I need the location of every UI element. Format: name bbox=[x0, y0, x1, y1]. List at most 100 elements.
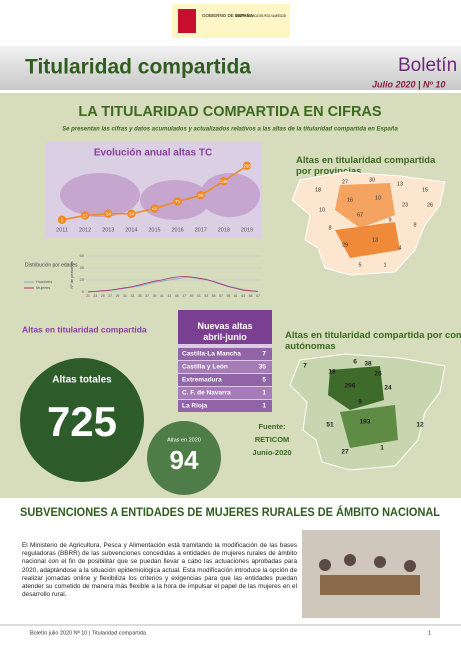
photo-table bbox=[320, 575, 420, 595]
province-value: 30 bbox=[369, 177, 375, 183]
x-tick-label: 47 bbox=[182, 294, 186, 298]
community-value: 51 bbox=[326, 422, 334, 429]
community-value: 9 bbox=[358, 399, 362, 406]
row-name: La Rioja bbox=[182, 403, 208, 410]
community-value: 18 bbox=[328, 369, 336, 376]
issue: Julio 2020 | Nº 10 bbox=[372, 79, 445, 89]
x-tick-label: 53 bbox=[204, 294, 208, 298]
row-value: 7 bbox=[262, 351, 266, 358]
age-ylabel: Nº de personas bbox=[69, 261, 74, 288]
y-tick-label: 40 bbox=[80, 265, 85, 270]
row-name: Castilla-La Mancha bbox=[182, 351, 241, 358]
x-tick-label: 67 bbox=[256, 294, 260, 298]
x-tick-label: 25 bbox=[101, 294, 105, 298]
x-tick-label: 35 bbox=[138, 294, 142, 298]
x-tick-label: 45 bbox=[175, 294, 179, 298]
x-label: 2017 bbox=[195, 227, 207, 233]
province-value: 13 bbox=[397, 181, 403, 187]
prov-region bbox=[335, 183, 395, 228]
x-tick-label: 51 bbox=[197, 294, 201, 298]
x-label: 2019 bbox=[241, 227, 253, 233]
province-value: 18 bbox=[315, 187, 321, 193]
x-label: 2014 bbox=[125, 227, 137, 233]
community-value: 296 bbox=[345, 383, 356, 390]
row-name: Extremadura bbox=[182, 377, 222, 384]
province-value: 9 bbox=[388, 217, 391, 223]
point-label: 95 bbox=[198, 193, 204, 198]
x-tick-label: 39 bbox=[153, 294, 157, 298]
title: Titularidad compartida bbox=[25, 56, 251, 79]
ministry: MINISTERIO DE AGRICULTURA, PESCA Y ALIME… bbox=[236, 13, 286, 18]
x-tick-label: 65 bbox=[249, 294, 253, 298]
source-name: RETICOM bbox=[255, 435, 290, 444]
point bbox=[104, 209, 113, 218]
point-label: 149 bbox=[220, 179, 228, 184]
point-label: 208 bbox=[243, 163, 251, 168]
total-label: Altas totales bbox=[52, 375, 112, 386]
x-tick-label: 43 bbox=[167, 294, 171, 298]
ca-title: Altas en titularidad compartida por comu… bbox=[285, 330, 461, 352]
community-value: 27 bbox=[341, 449, 349, 456]
point bbox=[173, 197, 182, 206]
photo-people bbox=[319, 554, 416, 572]
line bbox=[87, 275, 259, 293]
point bbox=[196, 191, 205, 200]
community-value: 12 bbox=[416, 422, 424, 429]
community-value: 25 bbox=[374, 371, 382, 378]
x-tick-label: 31 bbox=[123, 294, 127, 298]
province-value: 8 bbox=[413, 222, 416, 228]
province-value: 8 bbox=[328, 225, 331, 231]
section-subtitle: Se presentan las cifras y datos acumulad… bbox=[62, 127, 398, 133]
row-bg bbox=[178, 348, 272, 360]
year-total: 94 bbox=[170, 445, 199, 475]
province-value: 1 bbox=[383, 262, 386, 268]
point bbox=[150, 204, 159, 213]
x-tick-label: 49 bbox=[190, 294, 194, 298]
logo-crest bbox=[178, 9, 196, 33]
x-tick-label: 63 bbox=[241, 294, 245, 298]
point-label: 24 bbox=[106, 211, 112, 216]
province-value: 23 bbox=[402, 202, 408, 208]
x-label: 2018 bbox=[218, 227, 230, 233]
point bbox=[57, 215, 67, 224]
x-tick-label: 27 bbox=[108, 294, 112, 298]
x-tick-label: 23 bbox=[94, 294, 98, 298]
province-value: 5 bbox=[358, 262, 361, 268]
total: 725 bbox=[47, 398, 117, 445]
point bbox=[242, 161, 252, 170]
age-title: Distribución por edades bbox=[25, 262, 78, 268]
row-bg bbox=[178, 387, 272, 399]
y-tick-label: 60 bbox=[80, 253, 85, 258]
article-body: El Ministerio de Agricultura, Pesca y Al… bbox=[22, 542, 297, 599]
province-value: 4 bbox=[398, 245, 401, 251]
x-label: 2013 bbox=[102, 227, 114, 233]
new-title: Nuevas altas abril-junio bbox=[197, 321, 252, 342]
community-value: 38 bbox=[364, 361, 372, 368]
x-tick-label: 61 bbox=[234, 294, 238, 298]
x-tick-label: 29 bbox=[116, 294, 120, 298]
x-tick-label: 21 bbox=[86, 294, 90, 298]
province-value: 27 bbox=[342, 179, 348, 185]
prov-title: Altas en titularidad compartida por provi… bbox=[296, 155, 436, 177]
row-value: 1 bbox=[262, 403, 266, 410]
point-label: 71 bbox=[175, 199, 181, 204]
row-value: 1 bbox=[262, 390, 266, 397]
year-circle bbox=[147, 421, 221, 495]
x-tick-label: 41 bbox=[160, 294, 164, 298]
footer-text: Boletín julio 2020 Nº 10 | Titularidad c… bbox=[30, 629, 147, 636]
line bbox=[88, 277, 259, 292]
section-heading: LA TITULARIDAD COMPARTIDA EN CIFRAS bbox=[78, 104, 381, 120]
total-circle bbox=[20, 358, 144, 482]
x-tick-label: 55 bbox=[212, 294, 216, 298]
x-label: 2015 bbox=[148, 227, 160, 233]
x-label: 2016 bbox=[172, 227, 184, 233]
source-label: Fuente: bbox=[258, 422, 285, 431]
legend-label: Mujeres bbox=[36, 285, 50, 290]
province-value: 10 bbox=[319, 207, 325, 213]
row-bg bbox=[178, 374, 272, 386]
province-value: 26 bbox=[427, 202, 433, 208]
point bbox=[80, 211, 90, 220]
province-value: 13 bbox=[372, 237, 378, 243]
bulletin: Boletín bbox=[398, 55, 457, 76]
